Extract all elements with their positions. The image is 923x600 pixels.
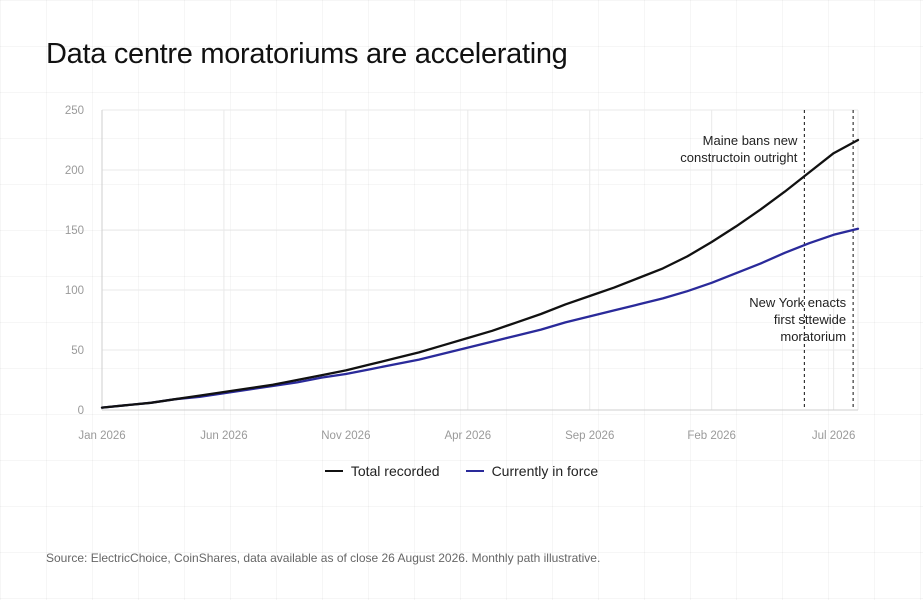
y-axis: 0 50 100 150 200 250: [65, 105, 84, 417]
legend-swatch-in-force: [465, 469, 484, 473]
annotation-text-maine: Maine bans new constructoin outright: [680, 133, 798, 165]
series-line-currently-in-force: [100, 227, 860, 409]
y-tick-label: 0: [78, 405, 84, 417]
annotation-line-text: New York enacts: [749, 295, 846, 310]
legend-label-total: Total recorded: [350, 463, 440, 479]
y-tick-label: 250: [65, 105, 84, 117]
chart-title: Data centre moratoriums are accelerating: [46, 38, 568, 70]
grid: [101, 109, 859, 411]
annotation-line-text: moratorium: [780, 329, 846, 344]
annotation-line-text: first sttewide: [774, 312, 846, 327]
annotation-line-text: constructoin outright: [680, 150, 797, 165]
x-tick-label: Jan 2026: [78, 430, 125, 442]
x-tick-label: Sep 2026: [565, 430, 614, 442]
legend-item-total: Total recorded: [324, 463, 440, 479]
y-tick-label: 200: [65, 165, 84, 177]
series: [100, 138, 860, 409]
legend-item-in-force: Currently in force: [465, 463, 599, 479]
y-tick-label: 50: [71, 345, 84, 357]
annotation-line-text: Maine bans new: [703, 133, 798, 148]
y-tick-label: 150: [65, 225, 84, 237]
line-chart: 0 50 100 150 200 250 Jan 2026 Jun 2026 Nov 2026…: [65, 105, 860, 442]
series-line-total-recorded: [100, 138, 860, 409]
legend-label-in-force: Currently in force: [491, 463, 599, 479]
x-tick-label: Jun 2026: [200, 430, 247, 442]
x-tick-label: Nov 2026: [321, 430, 370, 442]
x-axis: Jan 2026 Jun 2026 Nov 2026 Apr 2026 Sep 2026…: [78, 430, 855, 442]
x-tick-label: Jul 2026: [812, 430, 855, 442]
y-tick-label: 100: [65, 285, 84, 297]
x-tick-label: Apr 2026: [444, 430, 491, 442]
source-note: Source: ElectricChoice, CoinShares, data…: [46, 551, 601, 565]
legend: Total recorded Currently in force: [0, 463, 923, 479]
legend-swatch-total: [324, 469, 343, 473]
annotation-text-new-york: New York enacts first sttewide moratorium: [749, 295, 846, 344]
x-tick-label: Feb 2026: [687, 430, 736, 442]
annotations: Maine bans new constructoin outright New Y…: [680, 110, 854, 410]
